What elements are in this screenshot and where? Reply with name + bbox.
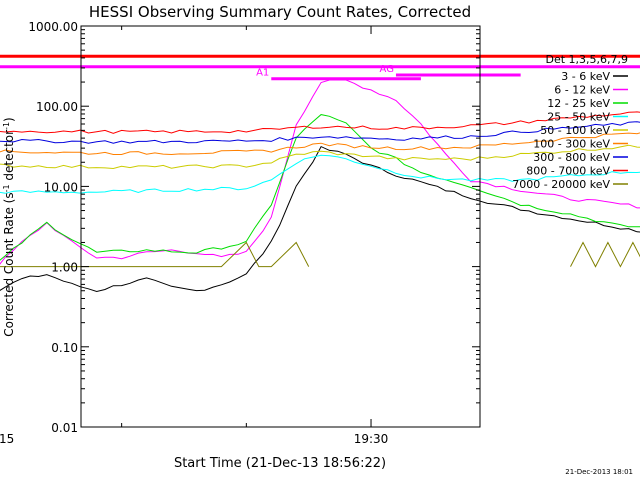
series-line-1-seg-0 — [0, 79, 640, 265]
legend-label-7: 800 - 7000 keV — [526, 165, 610, 178]
y-tick-label-2: 1.00 — [51, 261, 78, 275]
series-line-8-seg-0 — [0, 241, 310, 268]
series-line-8-seg-1 — [570, 241, 640, 268]
legend-label-6: 300 - 800 keV — [533, 151, 610, 164]
series-line-5-seg-0 — [0, 132, 640, 156]
x-tick-label-1: 19:15 — [0, 432, 14, 446]
legend-label-0: 3 - 6 keV — [561, 70, 610, 83]
y-axis: 0.01 0.10 1.00 10.00 100.00 1000.00 — [28, 20, 480, 435]
legend-label-5: 100 - 300 keV — [533, 138, 610, 151]
x-tick-label-2: 19:30 — [354, 432, 389, 446]
flag-label-5: A1 — [256, 68, 269, 79]
legend-label-2: 12 - 25 keV — [547, 97, 610, 110]
legend-title: Det 1,3,5,6,7,9 — [545, 53, 628, 66]
flag-bars: NSFAGA1 — [0, 54, 640, 81]
footer-timestamp: 21-Dec-2013 18:01 — [565, 468, 633, 476]
legend-label-8: 7000 - 20000 keV — [512, 178, 610, 191]
series-line-3-seg-0 — [0, 154, 640, 194]
series-line-2-seg-0 — [0, 114, 640, 261]
legend-label-1: 6 - 12 keV — [554, 84, 610, 97]
y-tick-label-3: 10.00 — [44, 180, 78, 194]
mode-vertical-lines — [0, 26, 640, 427]
series-lines — [0, 79, 640, 293]
y-tick-label-0: 0.01 — [51, 421, 78, 435]
series-line-6-seg-0 — [0, 121, 640, 144]
flag-label-4: AG — [380, 64, 394, 75]
y-tick-label-1: 0.10 — [51, 341, 78, 355]
y-axis-label: Corrected Count Rate (s-1 detector-1) — [2, 117, 16, 336]
series-line-7-seg-0 — [0, 111, 640, 134]
y-tick-label-5: 1000.00 — [28, 20, 78, 34]
chart-title: HESSI Observing Summary Count Rates, Cor… — [89, 3, 471, 21]
legend-label-4: 50 - 100 keV — [540, 124, 610, 137]
x-axis-label: Start Time (21-Dec-13 18:56:22) — [174, 456, 386, 471]
series-line-4-seg-0 — [0, 144, 640, 170]
plot-frame — [80, 25, 481, 428]
y-tick-label-4: 100.00 — [36, 100, 78, 114]
legend-label-3: 25 - 50 keV — [547, 111, 610, 124]
series-line-0-seg-0 — [0, 145, 640, 293]
